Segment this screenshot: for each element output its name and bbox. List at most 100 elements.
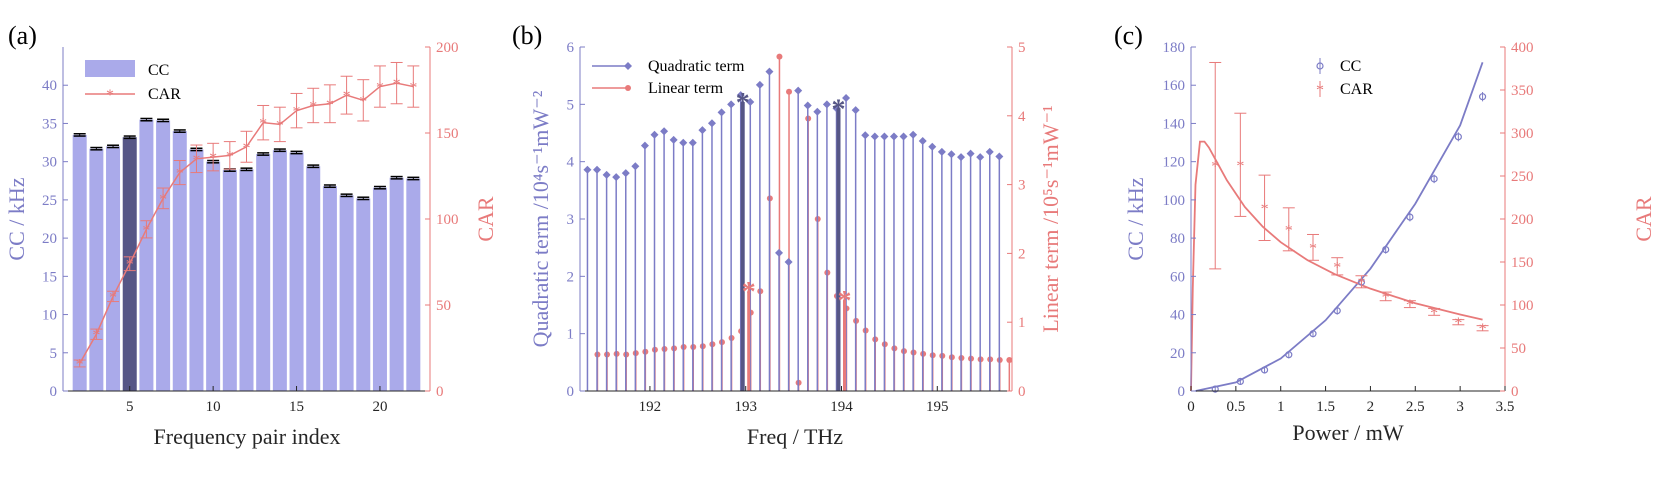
y-right-tick-label: 250: [1511, 169, 1534, 185]
quadratic-marker: [612, 173, 621, 182]
car-marker: *: [76, 356, 84, 373]
car-marker: *: [126, 257, 134, 274]
y-left-tick-label: 100: [1163, 193, 1186, 209]
quadratic-marker: [918, 137, 927, 146]
cc-bar: [406, 178, 421, 391]
car-marker: *: [376, 80, 384, 97]
y-right-tick-label: 4: [1018, 109, 1026, 125]
y-right-tick-label: 50: [436, 298, 451, 314]
panel-c-label: (c): [1114, 21, 1143, 50]
x-tick-label: 0.5: [1226, 399, 1245, 415]
y-left-tick-label: 0: [567, 384, 575, 400]
cc-marker: [1236, 377, 1244, 386]
y-right-tick-label: 3: [1018, 178, 1026, 194]
car-marker: *: [1454, 315, 1462, 332]
cc-bar: [272, 150, 287, 391]
cc-bar: [372, 187, 387, 391]
quadratic-marker: [775, 248, 784, 257]
quadratic-marker: [995, 152, 1004, 161]
quadratic-marker: [928, 142, 937, 151]
cc-bar: [239, 169, 254, 391]
x-tick-label: 1: [1277, 399, 1285, 415]
quadratic-marker: [803, 101, 812, 110]
car-marker: *: [276, 117, 284, 134]
y-right-tick-label: 100: [436, 212, 459, 228]
legend-quadratic-label: Quadratic term: [648, 58, 745, 75]
cc-bar: [339, 195, 354, 391]
legend-car-label-c: CAR: [1340, 81, 1373, 98]
y-right-tick-label: 1: [1018, 315, 1026, 331]
legend-cc-marker: [1316, 62, 1324, 70]
car-marker: *: [1211, 159, 1219, 176]
x-tick-label: 1.5: [1316, 399, 1335, 415]
y-right-tick-label: 150: [1511, 255, 1534, 271]
quadratic-marker: [985, 147, 994, 156]
panel-b-xlabel: Freq / THz: [747, 424, 843, 449]
cc-bar: [106, 146, 121, 391]
cc-marker: [1285, 351, 1293, 359]
quadratic-marker: [861, 131, 870, 140]
y-right-tick-label: 400: [1511, 40, 1534, 56]
quadratic-marker: [765, 67, 774, 76]
x-tick-label: 3: [1456, 399, 1464, 415]
cc-bar: [89, 148, 104, 391]
quadratic-marker: [679, 138, 688, 147]
y-left-tick-label: 0: [1178, 384, 1186, 400]
x-tick-label: 195: [926, 399, 949, 415]
quadratic-marker: [746, 98, 755, 107]
panel-a-ylabel-left: CC / kHz: [4, 177, 29, 260]
cc-marker: [1333, 307, 1341, 315]
y-left-tick-label: 15: [42, 269, 57, 285]
y-right-tick-label: 0: [436, 384, 444, 400]
quadratic-marker: [593, 165, 602, 174]
y-right-tick-label: 200: [436, 40, 459, 56]
car-marker: *: [1382, 289, 1390, 306]
quadratic-marker: [880, 132, 889, 141]
panel-c: (c) * ******* * ** * 0 0.5 1 1.5 2 2.5 3 3.50204060…: [1114, 21, 1656, 445]
quadratic-marker: [976, 153, 985, 162]
quadratic-marker: [650, 130, 659, 139]
panel-c-axes: 0 0.5 1 1.5 2 2.5 3 3.5020406080100120140160180…: [1163, 40, 1534, 415]
legend-cc-label: CC: [148, 62, 169, 79]
car-marker: *: [293, 104, 301, 121]
y-left-tick-label: 20: [1170, 346, 1185, 362]
panel-c-ylabel-left: CC / kHz: [1123, 177, 1148, 260]
y-right-tick-label: 5: [1018, 40, 1026, 56]
quadratic-marker: [842, 94, 851, 103]
car-marker: *: [1309, 240, 1317, 257]
quadratic-highlight-marker: *: [831, 94, 845, 125]
y-right-tick-label: 150: [436, 126, 459, 142]
car-marker: *: [176, 166, 184, 183]
y-left-tick-label: 5: [50, 346, 58, 362]
x-tick-label: 0: [1187, 399, 1195, 415]
y-left-tick-label: 5: [567, 97, 575, 113]
panel-b-plot: * * * *: [583, 53, 1013, 391]
cc-marker: [1478, 93, 1487, 101]
legend-cc-swatch: [85, 60, 135, 77]
quadratic-marker: [698, 126, 707, 135]
quadratic-highlight-marker: *: [736, 88, 750, 119]
cc-marker: [1309, 330, 1317, 338]
car-marker: *: [1406, 297, 1414, 314]
car-marker: *: [1236, 158, 1244, 175]
y-right-tick-label: 0: [1018, 384, 1026, 400]
quadratic-marker: [966, 149, 975, 158]
y-left-tick-label: 40: [42, 78, 57, 94]
cc-marker: [1211, 385, 1219, 393]
y-right-tick-label: 50: [1511, 341, 1526, 357]
car-marker: *: [209, 150, 217, 167]
x-tick-label: 15: [289, 399, 304, 415]
quadratic-marker: [621, 169, 630, 178]
y-left-tick-label: 1: [567, 327, 575, 343]
cc-marker: [1260, 366, 1269, 374]
y-left-tick-label: 30: [42, 155, 57, 171]
linear-highlight-marker: *: [837, 286, 851, 317]
quadratic-marker: [957, 153, 966, 162]
panel-a: (a) ******** * *** ** * ** ** * * 5 10 15 200510152…: [4, 21, 498, 449]
cc-marker: [1454, 133, 1462, 141]
x-tick-label: 194: [830, 399, 853, 415]
x-tick-label: 10: [206, 399, 221, 415]
quadratic-marker: [784, 258, 793, 266]
quadratic-marker: [937, 147, 946, 156]
cc-bar: [322, 186, 337, 391]
